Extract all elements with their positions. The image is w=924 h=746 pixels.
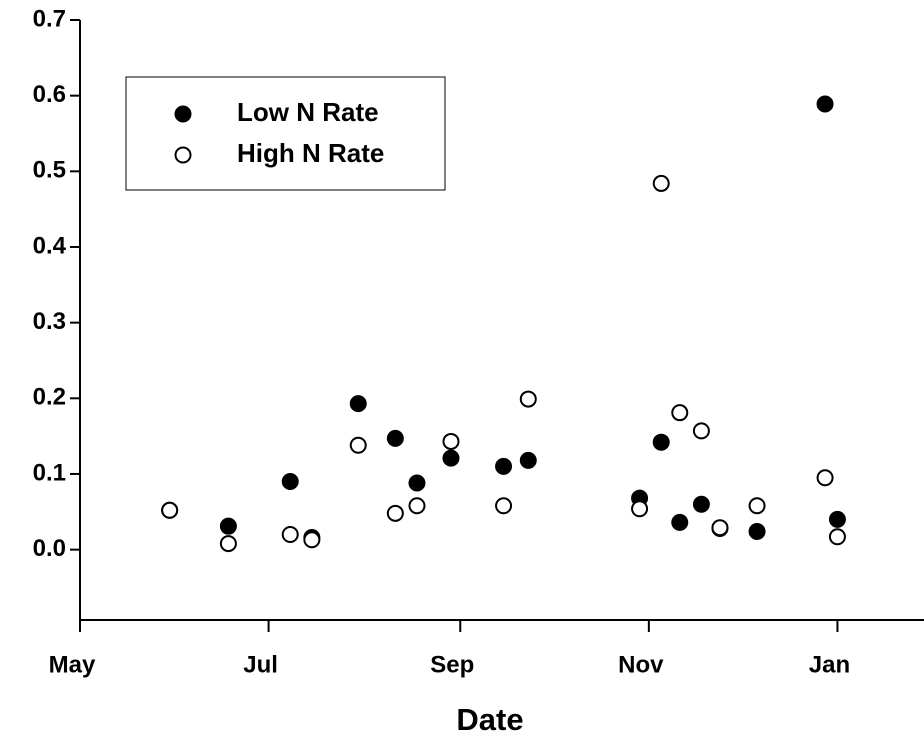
data-point [386,429,404,447]
data-point [711,519,729,537]
x-tick-label: Jan [809,651,850,678]
y-tick-label: 0.5 [33,157,66,184]
y-tick-label: 0.7 [33,5,66,32]
data-point [748,497,766,515]
x-tick-label: Nov [618,651,664,678]
data-point [816,469,834,487]
data-point [652,433,670,451]
data-point [671,513,689,531]
data-point [442,432,460,450]
data-point [219,517,237,535]
x-tick-label: Sep [430,651,474,678]
legend-box [125,76,446,191]
x-tick-label: Jul [243,651,278,678]
data-point [349,436,367,454]
data-point [519,451,537,469]
data-point [442,449,460,467]
data-point [349,395,367,413]
y-tick-label: 0.6 [33,81,66,108]
data-point [281,526,299,544]
data-point [408,497,426,515]
data-point [495,457,513,475]
data-point [219,535,237,553]
data-point [828,510,846,528]
y-tick-label: 0.2 [33,384,66,411]
y-tick-label: 0.4 [33,232,67,259]
legend-marker [174,146,192,164]
y-tick-label: 0.0 [33,535,66,562]
data-point [519,390,537,408]
data-point [692,422,710,440]
y-tick-label: 0.1 [33,459,66,486]
data-point [281,473,299,491]
legend-marker [174,105,192,123]
data-point [692,495,710,513]
data-point [828,528,846,546]
data-point [386,504,404,522]
data-point [652,174,670,192]
data-point [816,95,834,113]
x-axis-title: Date [456,702,523,737]
data-point [671,404,689,422]
data-point [303,531,321,549]
data-point [495,497,513,515]
data-point [748,522,766,540]
y-tick-label: 0.3 [33,308,66,335]
x-tick-label: May [49,651,96,678]
data-point [631,500,649,518]
legend-label: High N Rate [237,138,384,168]
data-point [408,474,426,492]
legend-label: Low N Rate [237,97,379,127]
data-point [161,501,179,519]
